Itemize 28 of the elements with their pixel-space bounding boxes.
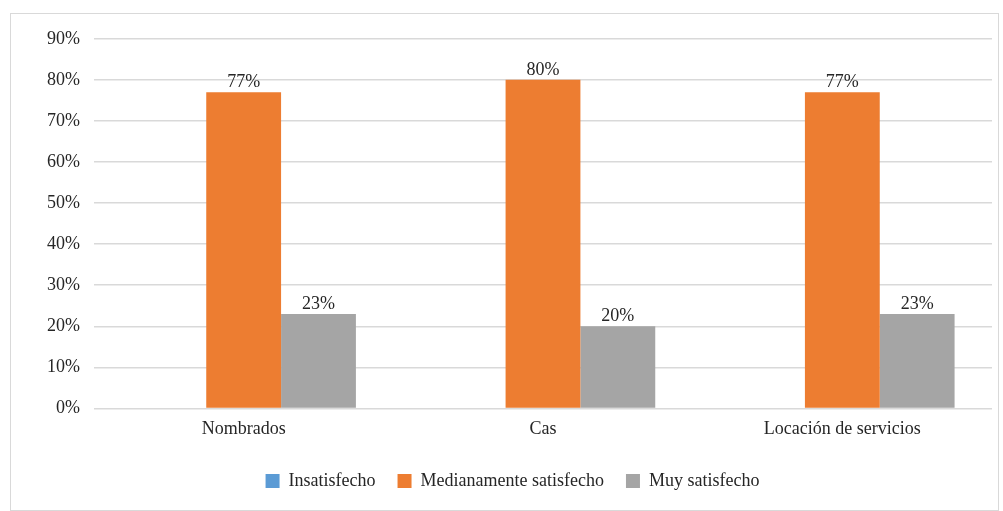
y-tick-label: 10% [46,356,80,377]
y-tick-label: 30% [46,273,80,294]
data-label: 23% [900,292,934,313]
bar [505,79,581,408]
bar [281,313,356,408]
bar [879,313,955,408]
legend-label: Muy satisfecho [648,469,760,490]
y-tick-label: 80% [46,68,80,89]
legend-label: Medianamente satisfecho [420,469,604,490]
data-label: 23% [302,292,335,313]
data-label: 77% [227,70,261,91]
bar [206,92,282,408]
data-label: 80% [526,58,560,79]
bar [580,326,656,408]
y-tick-label: 20% [46,315,80,335]
bar [804,92,880,408]
y-tick-label: 0% [55,397,80,418]
data-label: 77% [825,70,859,91]
data-label: 20% [601,305,635,325]
legend-label: Insatisfecho [288,469,376,490]
y-tick-label: 50% [46,191,80,212]
y-tick-label: 40% [46,232,80,253]
y-tick-label: 60% [46,150,80,171]
x-tick-label: Locación de servicios [763,417,921,438]
x-tick-label: Cas [529,417,557,438]
y-tick-label: 70% [46,109,80,130]
x-tick-label: Nombrados [201,417,286,438]
y-tick-label: 90% [46,27,80,48]
